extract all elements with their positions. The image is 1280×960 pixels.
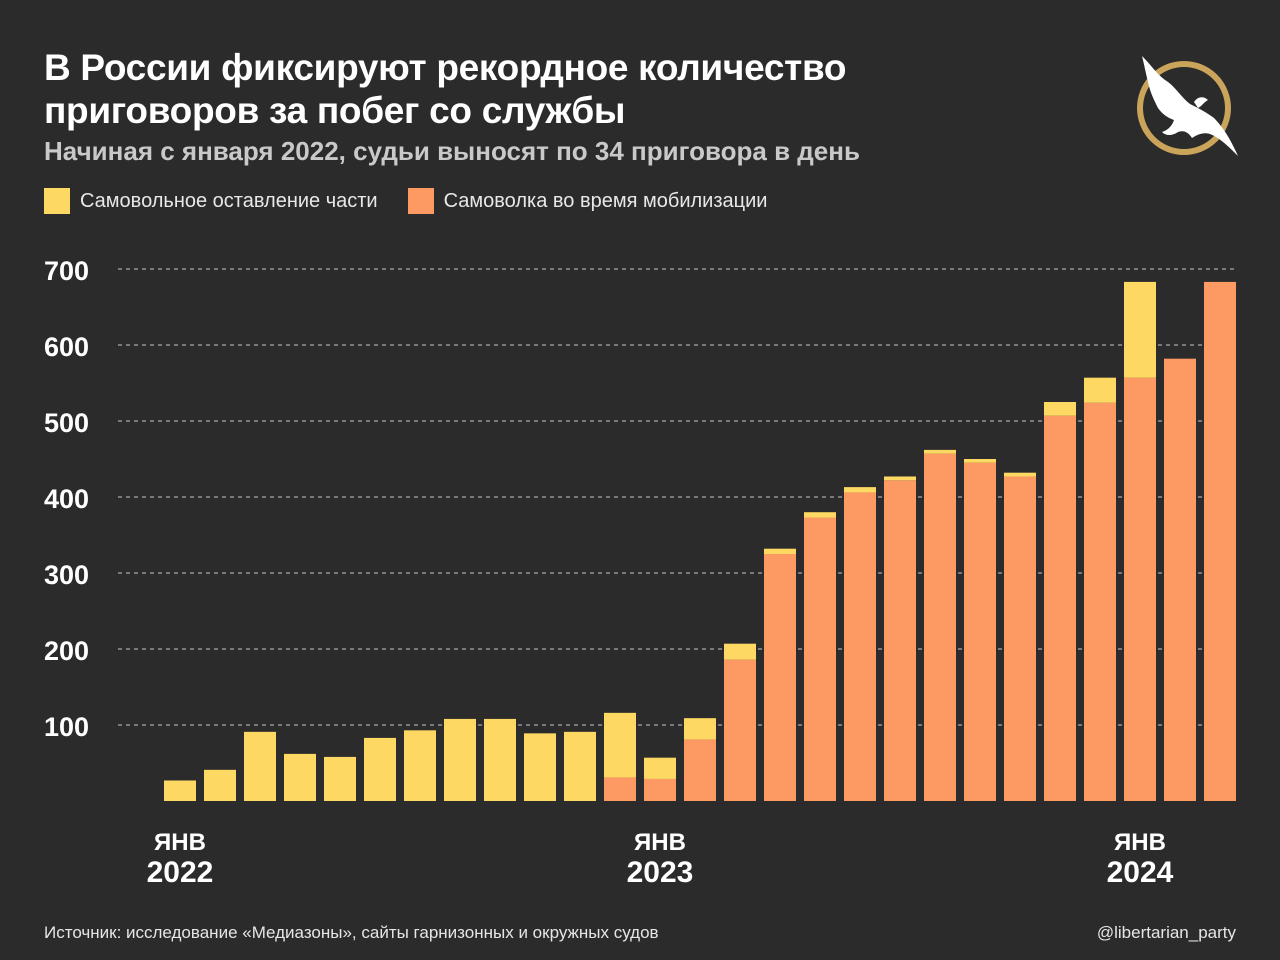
bar-desertion-15 <box>764 548 796 554</box>
bar-desertion-7 <box>444 718 476 801</box>
x-label-month-2022: ЯНВ <box>154 829 206 856</box>
bar-desertion-24 <box>1124 281 1156 378</box>
bar-mobilization-24 <box>1124 377 1156 801</box>
legend-swatch-orange <box>407 188 434 214</box>
bar-mobilization-22 <box>1044 415 1076 801</box>
bar-desertion-23 <box>1084 377 1116 403</box>
bar-desertion-19 <box>924 449 956 454</box>
bar-mobilization-12 <box>644 778 676 801</box>
bar-mobilization-19 <box>924 453 956 801</box>
title-line-1: В России фиксируют рекордное количество <box>44 47 847 88</box>
bar-mobilization-17 <box>844 492 876 801</box>
bar-desertion-0 <box>164 780 196 801</box>
bar-desertion-4 <box>324 756 356 801</box>
legend-label-awol-mobilization: Самоволка во время мобилизации <box>443 189 768 212</box>
bar-mobilization-11 <box>604 777 636 801</box>
y-tick-label-400: 400 <box>44 484 89 514</box>
bar-desertion-21 <box>1004 472 1036 477</box>
page-subtitle: Начиная с января 2022, судьи выносят по … <box>44 136 860 166</box>
bar-desertion-12 <box>644 757 676 779</box>
bar-layer <box>164 281 1236 801</box>
x-label-month-2024: ЯНВ <box>1114 829 1166 856</box>
eagle-wing <box>1142 56 1238 156</box>
x-label-year-2023: 2023 <box>627 856 694 889</box>
x-label-year-2024: 2024 <box>1107 856 1174 889</box>
social-handle: @libertarian_party <box>1096 923 1236 942</box>
bar-desertion-8 <box>484 718 516 801</box>
bar-desertion-11 <box>604 712 636 778</box>
bar-mobilization-16 <box>804 517 836 801</box>
legend-item-desertion: Самовольное оставление части <box>44 188 378 214</box>
bar-desertion-10 <box>564 731 596 801</box>
page-title: В России фиксируют рекордное количество … <box>44 46 1044 132</box>
source-note: Источник: исследование «Медиазоны», сайт… <box>44 923 659 942</box>
bar-desertion-22 <box>1044 402 1076 416</box>
bar-desertion-17 <box>844 487 876 493</box>
x-label-year-2022: 2022 <box>147 856 214 889</box>
bar-desertion-13 <box>684 718 716 740</box>
bar-mobilization-15 <box>764 554 796 801</box>
eagle-icon <box>1137 56 1238 156</box>
chart-legend: Самовольное оставление части Самоволка в… <box>44 188 797 214</box>
bar-mobilization-25 <box>1164 358 1196 801</box>
bar-desertion-3 <box>284 753 316 801</box>
eagle-head <box>1194 97 1208 108</box>
bar-desertion-18 <box>884 476 916 481</box>
y-tick-label-600: 600 <box>44 332 89 362</box>
bar-desertion-9 <box>524 733 556 801</box>
x-label-month-2023: ЯНВ <box>634 829 686 856</box>
bar-desertion-20 <box>964 459 996 463</box>
legend-item-awol-mobilization: Самоволка во время мобилизации <box>407 188 768 214</box>
bar-mobilization-13 <box>684 739 716 801</box>
bar-desertion-16 <box>804 512 836 518</box>
y-tick-label-100: 100 <box>44 712 89 742</box>
bar-desertion-2 <box>244 731 276 801</box>
bar-desertion-14 <box>724 643 756 660</box>
y-tick-label-200: 200 <box>44 636 89 666</box>
legend-swatch-yellow <box>44 188 70 214</box>
y-tick-label-300: 300 <box>44 560 89 590</box>
bar-desertion-5 <box>364 737 396 801</box>
y-tick-label-500: 500 <box>44 408 89 438</box>
title-line-2: приговоров за побег со службы <box>44 90 626 131</box>
bar-mobilization-20 <box>964 462 996 801</box>
bar-desertion-6 <box>404 730 436 801</box>
bar-desertion-1 <box>204 769 236 801</box>
bar-mobilization-21 <box>1004 476 1036 801</box>
legend-label-desertion: Самовольное оставление части <box>80 189 378 212</box>
bar-mobilization-14 <box>724 659 756 801</box>
bar-mobilization-18 <box>884 480 916 801</box>
logo-ring <box>1137 61 1231 155</box>
bar-mobilization-23 <box>1084 402 1116 801</box>
y-tick-label-700: 700 <box>44 256 89 286</box>
bar-mobilization-26 <box>1204 281 1236 801</box>
